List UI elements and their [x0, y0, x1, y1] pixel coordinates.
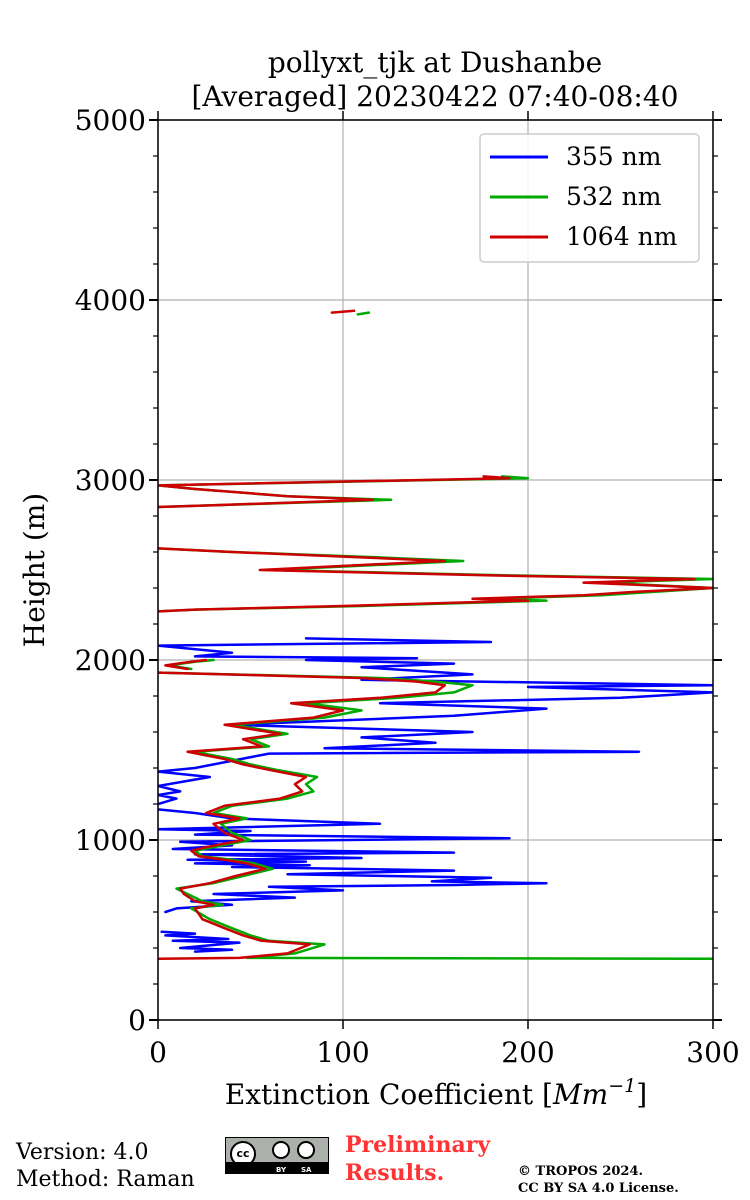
x-axis-label: Extinction Coefficient [Mm−1] — [225, 1075, 647, 1111]
badge-sa-label: SA — [301, 1166, 312, 1174]
y-tick-label: 0 — [128, 1004, 146, 1037]
chart-title-line2: [Averaged] 20230422 07:40-08:40 — [192, 80, 679, 113]
attribution-icon — [272, 1141, 290, 1159]
legend-label-532: 532 nm — [566, 182, 662, 211]
y-tick-label: 5000 — [75, 104, 146, 137]
y-tick-label: 2000 — [75, 644, 146, 677]
copyright-line2: CC BY SA 4.0 License. — [518, 1181, 679, 1196]
preliminary-label-line1: Preliminary — [345, 1132, 491, 1158]
copyright-line1: © TROPOS 2024. — [518, 1164, 644, 1179]
x-tick-label: 100 — [316, 1036, 369, 1069]
series-355-nm-segment-0 — [160, 930, 241, 953]
legend-box — [479, 133, 700, 263]
axis-ticks — [149, 111, 722, 1029]
data-lines — [158, 309, 713, 961]
cc-license-badge: cc BY SA — [225, 1137, 329, 1174]
x-tick-label: 0 — [149, 1036, 167, 1069]
series-1064-nm-segment-4 — [158, 671, 447, 961]
series-1064-nm-segment-1 — [158, 475, 511, 509]
chart-title-line1: pollyxt_tjk at Dushanbe — [268, 46, 602, 79]
series-1064-nm-segment-0 — [330, 309, 356, 314]
x-axis-label-main: Extinction Coefficient [ — [225, 1078, 553, 1111]
x-tick-label: 200 — [501, 1036, 554, 1069]
legend-label-1064: 1064 nm — [566, 222, 678, 251]
x-tick-label: 300 — [686, 1036, 739, 1069]
series-532-nm-segment-4 — [158, 671, 713, 961]
share-alike-icon — [297, 1141, 315, 1159]
y-tick-label: 3000 — [75, 464, 146, 497]
y-tick-label: 1000 — [75, 824, 146, 857]
x-axis-label-end: ] — [636, 1078, 647, 1111]
legend: 355 nm 532 nm 1064 nm — [479, 133, 700, 263]
x-axis-label-exponent: −1 — [608, 1075, 636, 1097]
x-axis-label-unit: Mm — [552, 1078, 608, 1111]
method-text: Method: Raman — [16, 1167, 195, 1192]
series-1064-nm-segment-3 — [164, 658, 208, 671]
y-tick-label: 4000 — [75, 284, 146, 317]
series-1064-nm-segment-2 — [158, 547, 713, 613]
series-532-nm-segment-0 — [356, 311, 371, 316]
preliminary-label-line2: Results. — [345, 1160, 445, 1186]
badge-strip — [226, 1162, 328, 1173]
series-355-nm-segment-2 — [158, 637, 713, 806]
plot-frame — [157, 119, 714, 1021]
badge-by-label: BY — [276, 1166, 287, 1174]
y-axis-label: Height (m) — [18, 493, 51, 647]
version-text: Version: 4.0 — [16, 1140, 149, 1165]
legend-label-355: 355 nm — [566, 142, 662, 171]
